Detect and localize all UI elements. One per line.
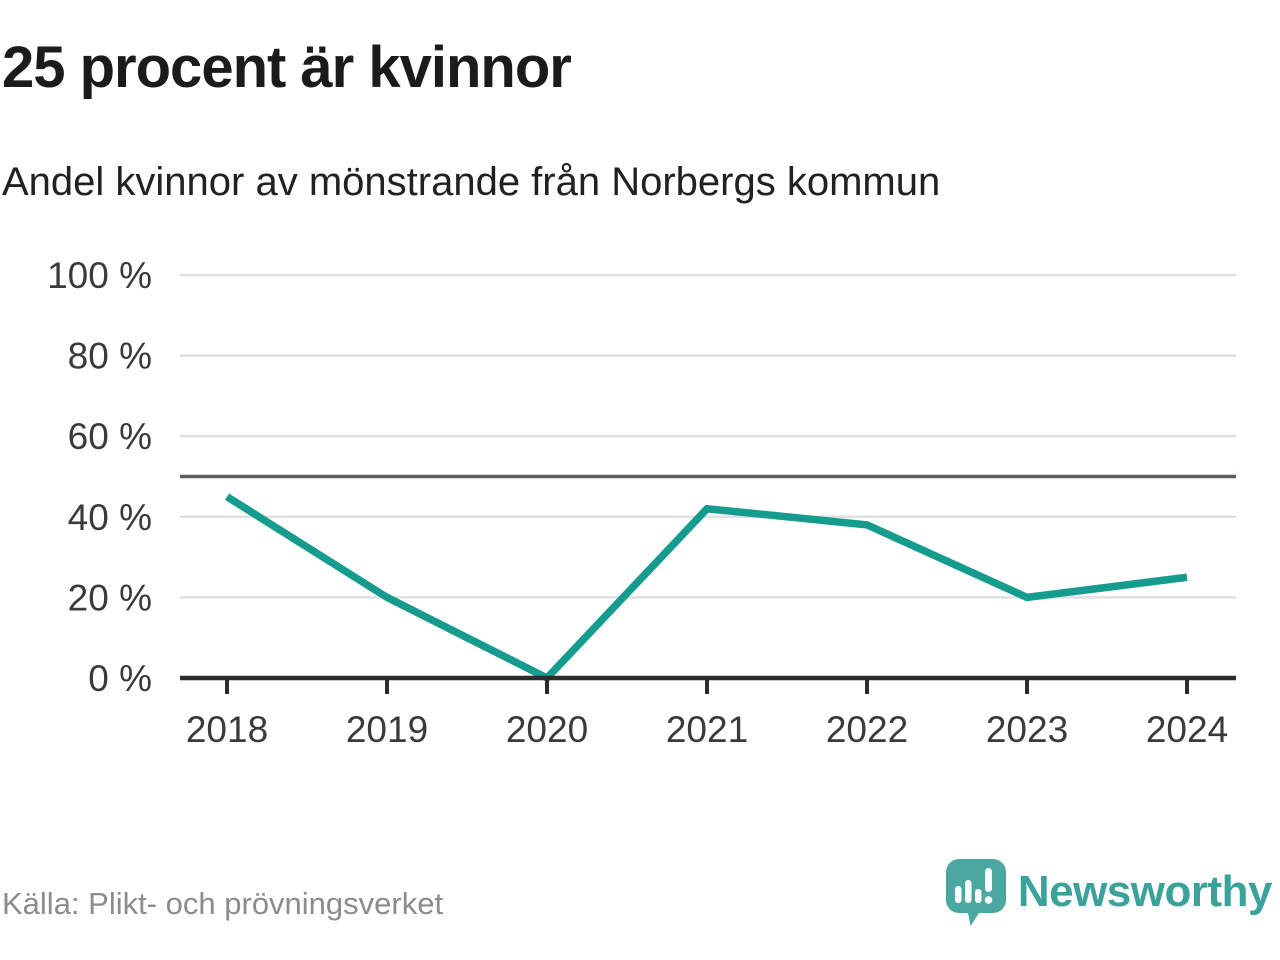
x-tick-label: 2022 <box>826 709 908 750</box>
source-note: Källa: Plikt- och prövningsverket <box>2 886 444 921</box>
x-tick-label: 2020 <box>506 709 588 750</box>
x-tick-label: 2019 <box>346 709 428 750</box>
y-tick-label: 20 % <box>68 577 152 618</box>
brand-name: Newsworthy <box>1017 867 1273 916</box>
y-tick-label: 40 % <box>68 497 152 538</box>
y-tick-label: 80 % <box>68 336 152 377</box>
x-tick-label: 2018 <box>186 709 268 750</box>
newsworthy-logo: Newsworthy <box>942 856 1273 928</box>
data-series-line <box>225 493 1188 683</box>
x-tick-label: 2023 <box>986 709 1068 750</box>
page-title: 25 procent är kvinnor <box>2 35 572 100</box>
chart-subtitle: Andel kvinnor av mönstrande från Norberg… <box>2 160 941 204</box>
x-tick-label: 2024 <box>1146 709 1228 750</box>
newsworthy-bubble-icon <box>945 859 1006 926</box>
y-tick-label: 100 % <box>47 255 152 296</box>
x-tick-label: 2021 <box>666 709 748 750</box>
y-tick-label: 60 % <box>68 416 152 457</box>
y-tick-label: 0 % <box>88 658 152 699</box>
